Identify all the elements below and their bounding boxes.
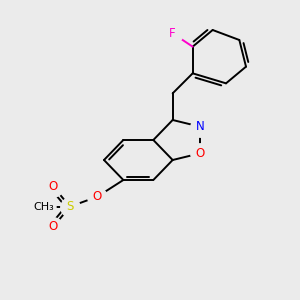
Text: N: N — [196, 120, 204, 133]
Text: S: S — [66, 200, 74, 213]
Text: O: O — [49, 220, 58, 233]
Text: O: O — [49, 180, 58, 193]
Text: O: O — [93, 190, 102, 203]
Text: F: F — [169, 27, 176, 40]
Text: O: O — [195, 147, 205, 160]
Text: CH₃: CH₃ — [33, 202, 54, 212]
